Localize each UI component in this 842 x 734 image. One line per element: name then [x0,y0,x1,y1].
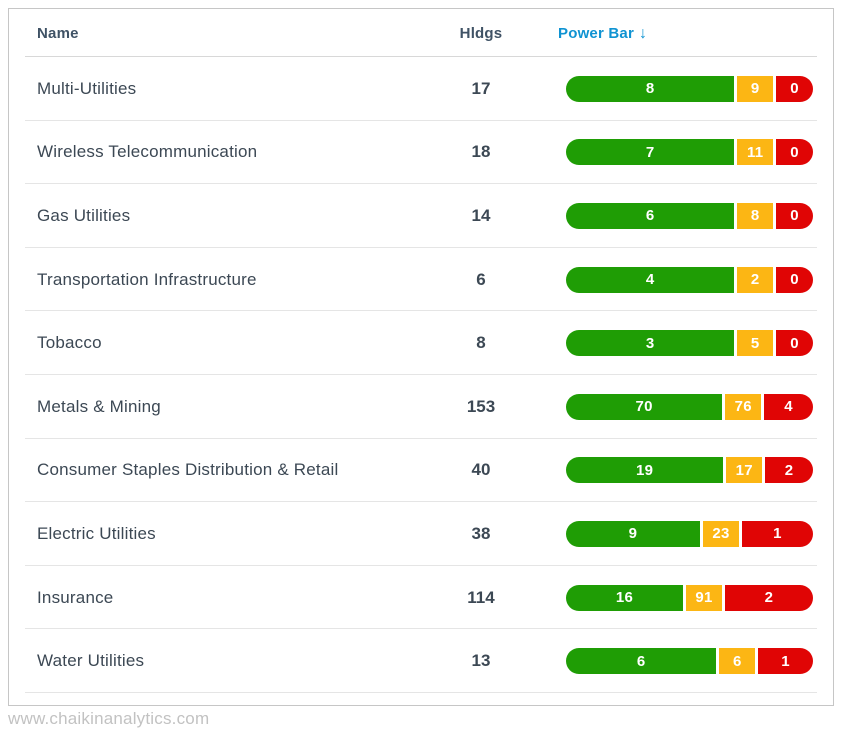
power-bar-bullish-segment: 7 [566,139,735,166]
industry-name: Gas Utilities [37,205,131,225]
table-row[interactable]: Water Utilities 13 6 6 1 [9,629,833,693]
power-bar: 4 2 0 [566,266,813,293]
power-bar-bearish-segment: 1 [758,648,813,675]
table-row[interactable]: Gas Utilities 14 6 8 0 [9,184,833,248]
industry-name: Insurance [37,587,114,607]
holdings-count: 13 [471,651,491,671]
power-bar-bullish-segment: 6 [566,648,717,675]
column-header-power-bar[interactable]: Power Bar ↓ [558,25,813,42]
power-bar-neutral-segment: 2 [737,266,774,293]
power-bar-bullish-segment: 9 [566,520,700,547]
power-bar-bearish-segment: 2 [725,584,813,611]
power-bar-bullish-segment: 8 [566,75,735,102]
table-row[interactable]: Metals & Mining 153 70 76 4 [9,375,833,439]
power-bar-bearish-segment: 1 [742,520,813,547]
power-bar-header-label: Power Bar [558,24,634,42]
power-bar-bearish-segment: 0 [776,139,813,166]
power-bar: 70 76 4 [566,393,813,420]
power-bar-bearish-segment: 4 [764,393,813,420]
power-bar-neutral-segment: 23 [703,520,739,547]
column-header-name[interactable]: Name [37,24,79,42]
holdings-count: 40 [471,460,491,480]
power-bar: 6 8 0 [566,202,813,229]
power-bar-bullish-segment: 3 [566,330,735,357]
industry-name: Metals & Mining [37,396,161,416]
power-bar-bullish-segment: 70 [566,393,723,420]
power-bar-bearish-segment: 0 [776,202,813,229]
power-bar-neutral-segment: 8 [737,202,774,229]
table-row[interactable]: Electric Utilities 38 9 23 1 [9,502,833,566]
industry-name: Water Utilities [37,651,145,671]
holdings-count: 153 [466,396,496,416]
power-bar: 16 91 2 [566,584,813,611]
power-bar-neutral-segment: 76 [725,393,762,420]
power-bar: 9 23 1 [566,520,813,547]
power-bar-neutral-segment: 11 [737,139,774,166]
holdings-count: 18 [471,142,491,162]
holdings-count: 114 [467,587,495,607]
power-bar-neutral-segment: 5 [737,330,774,357]
holdings-count: 38 [471,523,491,543]
power-bar: 19 17 2 [566,457,813,484]
industry-name: Tobacco [37,333,102,353]
power-bar: 6 6 1 [566,648,813,675]
industry-name: Multi-Utilities [37,78,137,98]
industry-name: Wireless Telecommunication [37,142,258,162]
power-bar-bearish-segment: 0 [776,75,813,102]
power-bar: 3 5 0 [566,330,813,357]
industry-name: Consumer Staples Distribution & Retail [37,460,339,480]
power-bar-neutral-segment: 9 [737,75,774,102]
power-bar-neutral-segment: 17 [726,457,763,484]
industry-name: Electric Utilities [37,523,156,543]
watermark-url: www.chaikinanalytics.com [8,709,210,728]
table-row[interactable]: Consumer Staples Distribution & Retail 4… [9,439,833,503]
holdings-count: 6 [476,269,486,289]
table-row[interactable]: Wireless Telecommunication 18 7 11 0 [9,121,833,185]
power-bar: 7 11 0 [566,139,813,166]
table-row[interactable]: Multi-Utilities 17 8 9 0 [9,57,833,121]
power-bar-bullish-segment: 6 [566,202,735,229]
power-bar-bullish-segment: 16 [566,584,683,611]
power-bar-bearish-segment: 0 [776,266,813,293]
table-row[interactable]: Tobacco 8 3 5 0 [9,311,833,375]
table-header-row: Name Hldgs Power Bar ↓ [9,9,833,57]
power-bar-bullish-segment: 19 [566,457,724,484]
power-bar-neutral-segment: 6 [719,648,756,675]
holdings-count: 14 [471,205,491,225]
table-row[interactable]: Transportation Infrastructure 6 4 2 0 [9,248,833,312]
column-header-hldgs[interactable]: Hldgs [459,24,503,42]
holdings-count: 8 [476,333,486,353]
power-bar: 8 9 0 [566,75,813,102]
table-body: Multi-Utilities 17 8 9 0 Wireless Teleco… [9,57,833,693]
table-row[interactable]: Insurance 114 16 91 2 [9,566,833,630]
power-bar-bearish-segment: 0 [776,330,813,357]
power-bar-bearish-segment: 2 [765,457,813,484]
industry-table-card: Name Hldgs Power Bar ↓ Multi-Utilities 1… [8,8,834,706]
power-bar-neutral-segment: 91 [686,584,722,611]
holdings-count: 17 [471,78,491,98]
industry-name: Transportation Infrastructure [37,269,257,289]
power-bar-bullish-segment: 4 [566,266,735,293]
sort-descending-arrow-icon: ↓ [639,25,648,42]
